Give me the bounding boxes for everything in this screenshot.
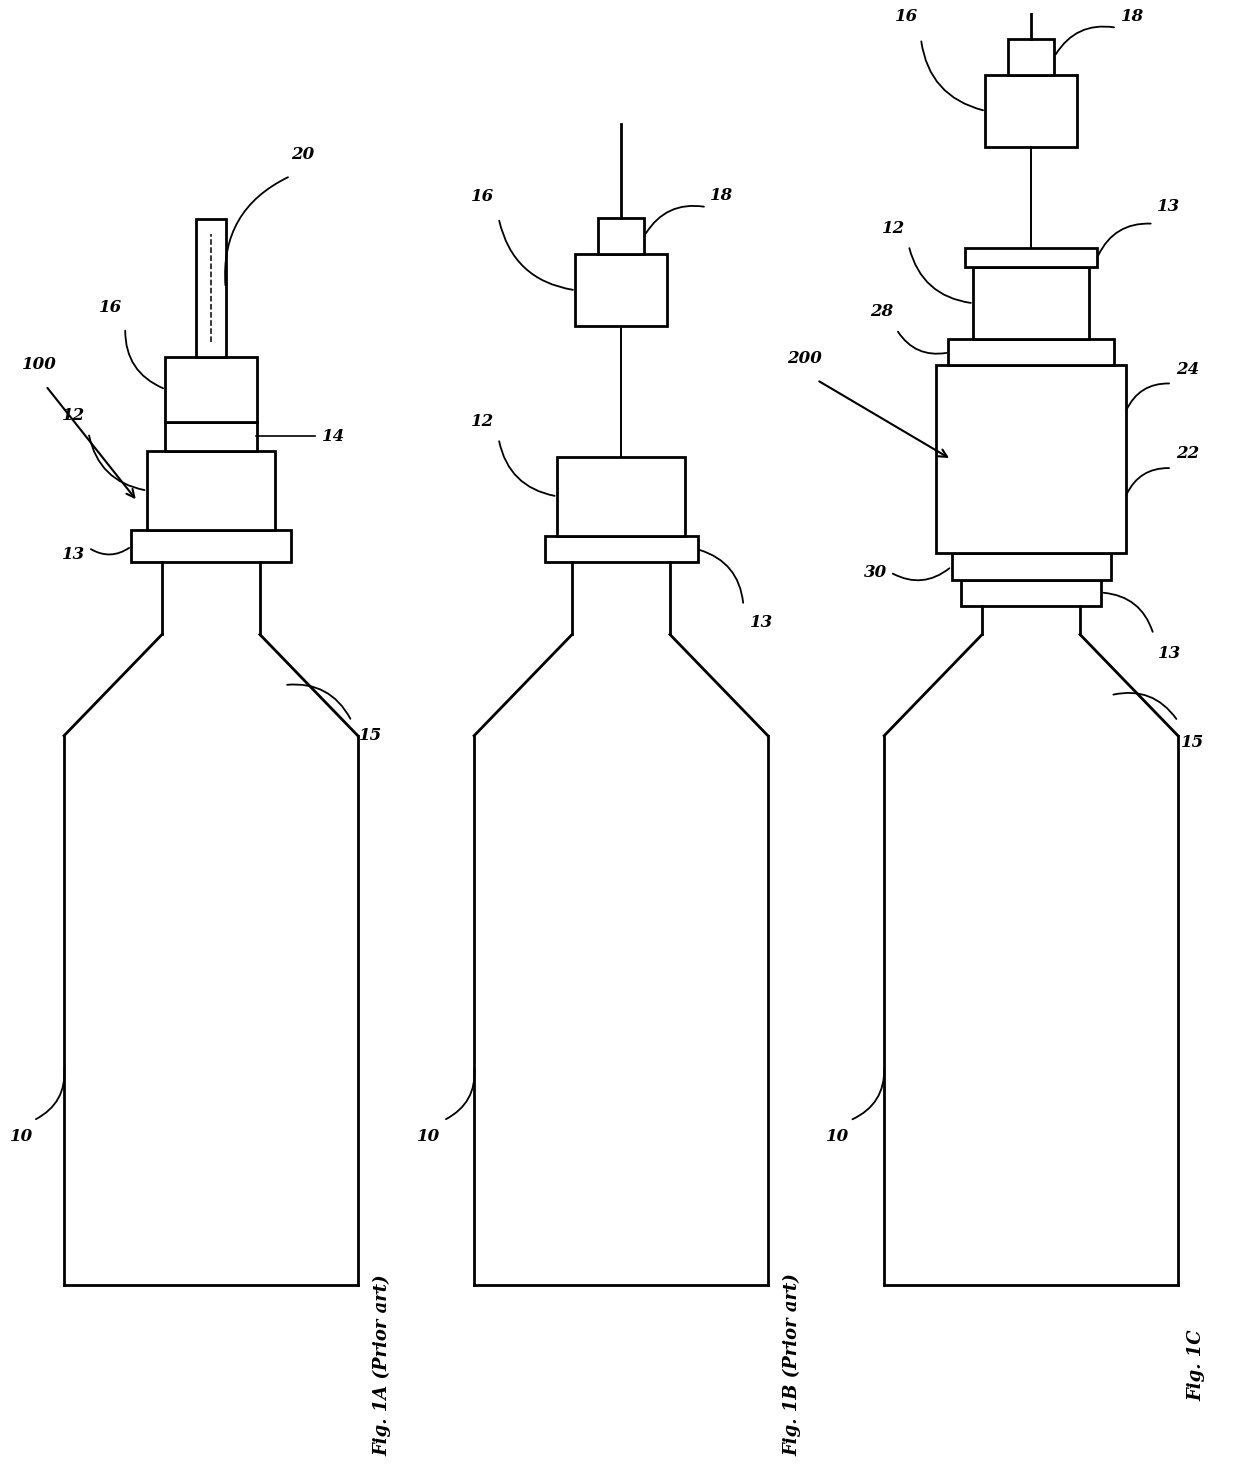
Text: 16: 16: [471, 188, 495, 205]
Text: 28: 28: [870, 304, 893, 320]
Text: 14: 14: [321, 427, 345, 445]
Text: 13: 13: [1157, 197, 1179, 215]
Text: 12: 12: [471, 412, 495, 430]
Bar: [165, 357, 257, 421]
Text: 200: 200: [787, 350, 822, 366]
Bar: [985, 74, 1078, 147]
Bar: [557, 457, 686, 537]
Text: Fig. 1C: Fig. 1C: [1188, 1329, 1205, 1400]
Text: 22: 22: [1176, 445, 1199, 463]
Bar: [131, 531, 290, 562]
Text: 13: 13: [750, 614, 774, 632]
Text: 10: 10: [10, 1129, 32, 1145]
Bar: [196, 219, 226, 357]
Bar: [951, 553, 1111, 580]
Text: 18: 18: [709, 187, 733, 205]
Bar: [973, 267, 1089, 340]
Text: 10: 10: [417, 1129, 440, 1145]
Text: 15: 15: [1180, 734, 1204, 752]
Text: Fig. 1A (Prior art): Fig. 1A (Prior art): [373, 1274, 392, 1456]
Text: 10: 10: [826, 1129, 849, 1145]
Bar: [598, 218, 645, 254]
Text: 13: 13: [62, 546, 86, 564]
Bar: [1008, 39, 1054, 74]
Text: 16: 16: [894, 9, 918, 25]
Bar: [961, 580, 1101, 605]
Text: 13: 13: [1158, 645, 1180, 661]
Text: 30: 30: [864, 564, 888, 581]
Bar: [146, 451, 275, 531]
Bar: [575, 254, 667, 326]
Bar: [165, 421, 257, 451]
Text: 16: 16: [99, 300, 123, 316]
Bar: [544, 537, 698, 562]
Text: 18: 18: [1121, 7, 1145, 25]
Text: 12: 12: [62, 406, 86, 424]
Text: 100: 100: [22, 356, 57, 372]
Text: 20: 20: [291, 145, 315, 163]
Bar: [949, 340, 1114, 365]
Bar: [936, 365, 1126, 553]
Text: Fig. 1B (Prior art): Fig. 1B (Prior art): [784, 1274, 801, 1456]
Text: 12: 12: [883, 219, 905, 237]
Bar: [965, 248, 1097, 267]
Text: 24: 24: [1176, 360, 1199, 378]
Text: 15: 15: [358, 727, 382, 744]
